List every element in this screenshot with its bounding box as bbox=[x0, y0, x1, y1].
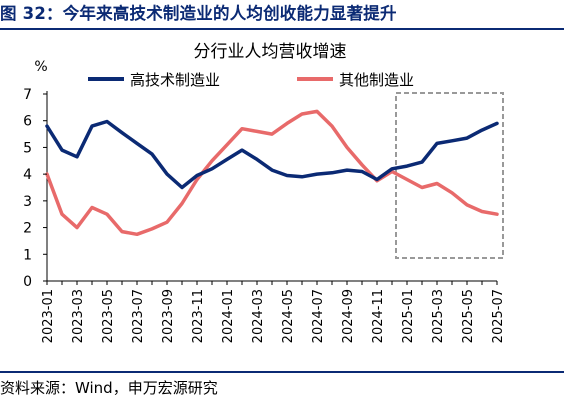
x-tick-label: 2023-01 bbox=[41, 289, 56, 343]
legend-label: 其他制造业 bbox=[339, 71, 414, 89]
x-tick-label: 2024-01 bbox=[221, 289, 236, 343]
y-tick-label: 7 bbox=[23, 87, 32, 103]
x-tick-label: 2025-07 bbox=[491, 289, 506, 343]
highlight-layer bbox=[395, 92, 504, 259]
y-ticks: 0 1 2 3 4 5 6 7 bbox=[23, 87, 47, 290]
series-line bbox=[45, 109, 499, 237]
x-tick-label: 2023-09 bbox=[161, 289, 176, 343]
legend-label: 高技术制造业 bbox=[130, 71, 220, 89]
x-tick-label: 2024-05 bbox=[281, 289, 296, 343]
y-tick-label: 0 bbox=[23, 274, 32, 290]
highlight-box bbox=[395, 92, 504, 259]
y-tick-label: 1 bbox=[23, 247, 32, 263]
source-note: 资料来源：Wind，申万宏源研究 bbox=[0, 379, 218, 397]
x-tick-label: 2024-11 bbox=[371, 289, 386, 343]
x-tick-label: 2023-11 bbox=[191, 289, 206, 343]
x-tick-label: 2025-03 bbox=[431, 289, 446, 343]
x-ticks: 2023-01 2023-03 2023-05 2023-07 2023-09 2023-… bbox=[41, 289, 506, 343]
title-rule bbox=[0, 28, 564, 30]
legend: 高技术制造业 其他制造业 bbox=[88, 71, 414, 89]
x-tick-label: 2023-07 bbox=[131, 289, 146, 343]
figure-title: 图 32：今年来高技术制造业的人均创收能力显著提升 bbox=[0, 4, 397, 23]
y-tick-label: 2 bbox=[23, 221, 32, 237]
source-rule bbox=[0, 371, 564, 373]
axes-layer bbox=[46, 91, 498, 285]
y-tick-label: 4 bbox=[23, 167, 32, 183]
x-tick-label: 2023-05 bbox=[101, 289, 116, 343]
y-axis-unit: % bbox=[34, 59, 47, 75]
x-tick-label: 2025-01 bbox=[401, 289, 416, 343]
x-tick-label: 2024-09 bbox=[341, 289, 356, 343]
line-chart: 分行业人均营收增速 % 高技术制造业 其他制造业 0 1 2 3 4 5 6 7 2023-01… bbox=[23, 42, 506, 343]
x-tick-label: 2025-05 bbox=[461, 289, 476, 343]
x-tick-label: 2024-03 bbox=[251, 289, 266, 343]
series-line bbox=[45, 119, 499, 190]
x-tick-label: 2023-03 bbox=[71, 289, 86, 343]
y-tick-label: 6 bbox=[23, 114, 32, 130]
x-tick-label: 2024-07 bbox=[311, 289, 326, 343]
y-tick-label: 3 bbox=[23, 194, 32, 210]
chart-title: 分行业人均营收增速 bbox=[194, 42, 347, 62]
y-tick-label: 5 bbox=[23, 140, 32, 156]
series-layer bbox=[45, 109, 499, 237]
